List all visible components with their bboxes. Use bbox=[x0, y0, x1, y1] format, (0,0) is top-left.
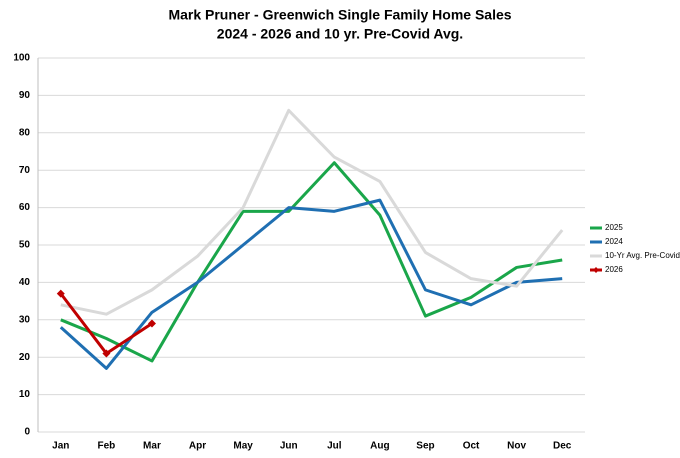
x-tick-label: Dec bbox=[553, 441, 572, 452]
series-line bbox=[59, 198, 563, 370]
series-line bbox=[60, 161, 563, 363]
legend-label: 10-Yr Avg. Pre-Covid bbox=[605, 251, 680, 260]
y-tick-label: 80 bbox=[19, 127, 31, 138]
y-tick-label: 30 bbox=[19, 314, 31, 325]
series-line bbox=[60, 108, 564, 316]
point-marker bbox=[147, 319, 156, 328]
point-marker bbox=[102, 349, 111, 358]
y-tick-label: 10 bbox=[19, 389, 31, 400]
y-tick-label: 60 bbox=[19, 202, 31, 213]
legend-label: 2026 bbox=[605, 265, 623, 274]
legend-marker bbox=[593, 267, 599, 273]
x-tick-label: May bbox=[233, 441, 253, 452]
y-tick-label: 100 bbox=[13, 53, 30, 64]
chart-subtitle: 2024 - 2026 and 10 yr. Pre-Covid Avg. bbox=[217, 26, 463, 42]
x-tick-label: Apr bbox=[189, 441, 206, 452]
x-tick-label: Feb bbox=[97, 441, 115, 452]
x-tick-label: Aug bbox=[370, 441, 389, 452]
x-tick-label: Mar bbox=[143, 441, 161, 452]
chart-title: Mark Pruner - Greenwich Single Family Ho… bbox=[168, 7, 511, 23]
point-marker bbox=[56, 289, 65, 298]
x-tick-label: Nov bbox=[507, 441, 526, 452]
x-tick-label: Jun bbox=[280, 441, 298, 452]
y-tick-label: 0 bbox=[24, 427, 30, 438]
y-tick-label: 50 bbox=[19, 240, 31, 251]
x-tick-label: Jul bbox=[327, 441, 342, 452]
x-tick-label: Oct bbox=[463, 441, 480, 452]
y-tick-label: 40 bbox=[19, 277, 31, 288]
y-tick-label: 20 bbox=[19, 352, 31, 363]
y-tick-label: 90 bbox=[19, 90, 31, 101]
x-tick-label: Sep bbox=[416, 441, 434, 452]
series-line bbox=[59, 292, 153, 355]
x-tick-label: Jan bbox=[52, 441, 69, 452]
legend-label: 2025 bbox=[605, 223, 623, 232]
legend-label: 2024 bbox=[605, 237, 623, 246]
y-tick-label: 70 bbox=[19, 165, 31, 176]
